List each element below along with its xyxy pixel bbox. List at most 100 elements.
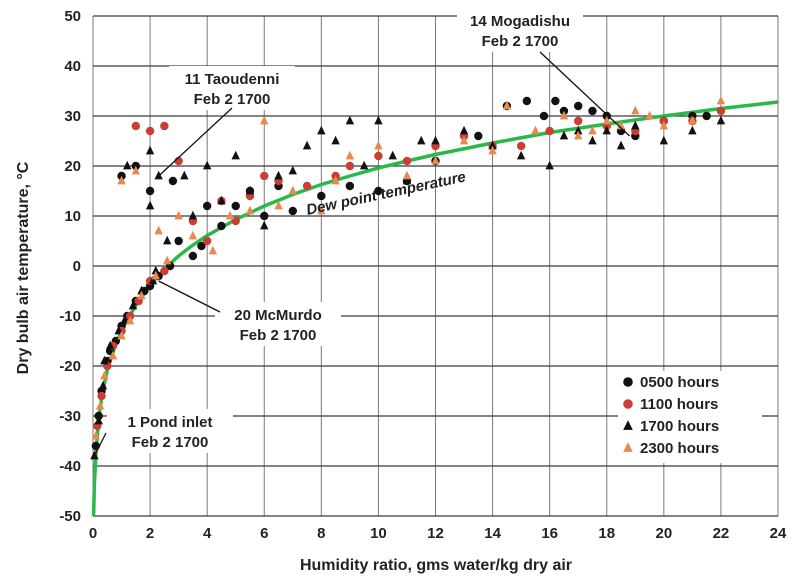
x-tick-label: 24 [770,525,787,542]
point-1100-hours [160,121,169,131]
y-tick-label: 10 [64,208,81,225]
point-1700-hours [302,140,312,150]
annotation-leader [158,107,233,177]
point-1700-hours [317,125,326,135]
point-2300-hours [602,115,611,125]
legend-label: 1100 hours [640,396,718,413]
y-tick-label: -20 [59,358,81,375]
point-1700-hours [245,185,255,195]
point-0500-hours [588,106,597,116]
x-tick-label: 10 [370,525,387,542]
point-2300-hours [288,185,297,195]
point-1700-hours [659,135,669,145]
annotation-line1: 20 McMurdo [234,307,322,324]
point-1700-hours [417,135,426,145]
point-2300-hours [345,150,355,160]
point-0500-hours [574,101,583,111]
point-2300-hours [502,100,512,110]
point-2300-hours [531,125,540,135]
point-2300-hours [574,130,583,140]
point-1700-hours [631,120,640,130]
annotation-box [215,302,341,346]
annotations: 14 Mogadishu Feb 2 1700 11 Taoudenni Feb 2 … [93,8,631,457]
x-tick-label: 8 [317,525,325,542]
point-0500-hours [197,241,206,251]
point-1700-hours [128,300,138,310]
point-2300-hours [174,210,183,220]
point-1100-hours [716,106,726,116]
x-tick-label: 14 [484,525,501,542]
annotation: 11 Taoudenni Feb 2 1700 [158,66,295,177]
point-2300-hours [402,170,412,180]
y-tick-label: -10 [59,308,81,325]
annotation: 14 Mogadishu Feb 2 1700 [457,8,631,137]
annotation-leader [158,280,221,313]
point-0500-hours [217,221,226,231]
point-1700-hours [588,135,597,145]
point-1700-hours [123,160,132,170]
legend-marker [623,442,633,452]
legend: 0500 hours 1100 hours 1700 hours 2300 hours [618,371,762,463]
x-tick-label: 22 [713,525,730,542]
dew-point-curve-label: Dew point temperature [305,168,468,218]
y-tick-label: 20 [64,158,81,175]
point-2300-hours [317,205,326,215]
point-1700-hours [602,125,611,135]
point-2300-hours [331,175,340,185]
point-1700-hours [574,125,583,135]
annotation: 1 Pond inlet Feb 2 1700 [93,409,233,457]
point-2300-hours [688,115,697,125]
point-0500-hours [174,236,183,246]
x-tick-label: 0 [89,525,97,542]
annotation-line2: Feb 2 1700 [482,33,559,50]
point-2300-hours [208,245,218,255]
point-2300-hours [631,105,640,115]
point-1100-hours [97,391,106,401]
point-0500-hours [288,206,297,216]
point-1700-hours [151,265,160,275]
point-1700-hours [105,340,115,350]
point-1700-hours [559,130,569,140]
point-2300-hours [245,205,255,215]
point-0500-hours [188,251,198,261]
point-1700-hours [616,140,626,150]
point-1700-hours [217,195,226,205]
point-0500-hours [345,181,355,191]
point-1700-hours [148,275,158,285]
data-points [90,95,726,460]
point-2300-hours [431,155,440,165]
point-1100-hours [260,171,269,181]
x-tick-label: 16 [541,525,558,542]
point-1700-hours [345,115,355,125]
y-tick-label: 0 [73,258,81,275]
point-1100-hours [545,126,554,136]
annotation-line2: Feb 2 1700 [132,434,209,451]
point-1100-hours [345,161,355,171]
annotation-box [169,66,295,110]
x-tick-label: 4 [203,525,212,542]
point-1700-hours [98,380,108,390]
y-tick-label: -40 [59,458,81,475]
point-2300-hours [108,350,118,360]
point-1700-hours [688,125,697,135]
point-1700-hours [145,200,155,210]
point-0500-hours [539,111,549,121]
point-2300-hours [459,135,469,145]
point-2300-hours [659,120,669,130]
annotation-line1: 14 Mogadishu [470,13,570,30]
legend-label: 1700 hours [640,418,719,435]
point-1700-hours [145,145,155,155]
annotation-line1: 11 Taoudenni [185,71,280,88]
point-0500-hours [231,201,240,211]
point-2300-hours [131,165,141,175]
x-tick-label: 18 [598,525,615,542]
point-2300-hours [374,140,383,150]
point-1700-hours [94,415,103,425]
point-1700-hours [154,170,163,180]
point-1700-hours [120,315,129,325]
point-2300-hours [616,120,626,130]
x-tick-label: 20 [655,525,672,542]
point-0500-hours [374,186,383,196]
y-axis-title: Dry bulb air temperature, °C [15,161,32,374]
